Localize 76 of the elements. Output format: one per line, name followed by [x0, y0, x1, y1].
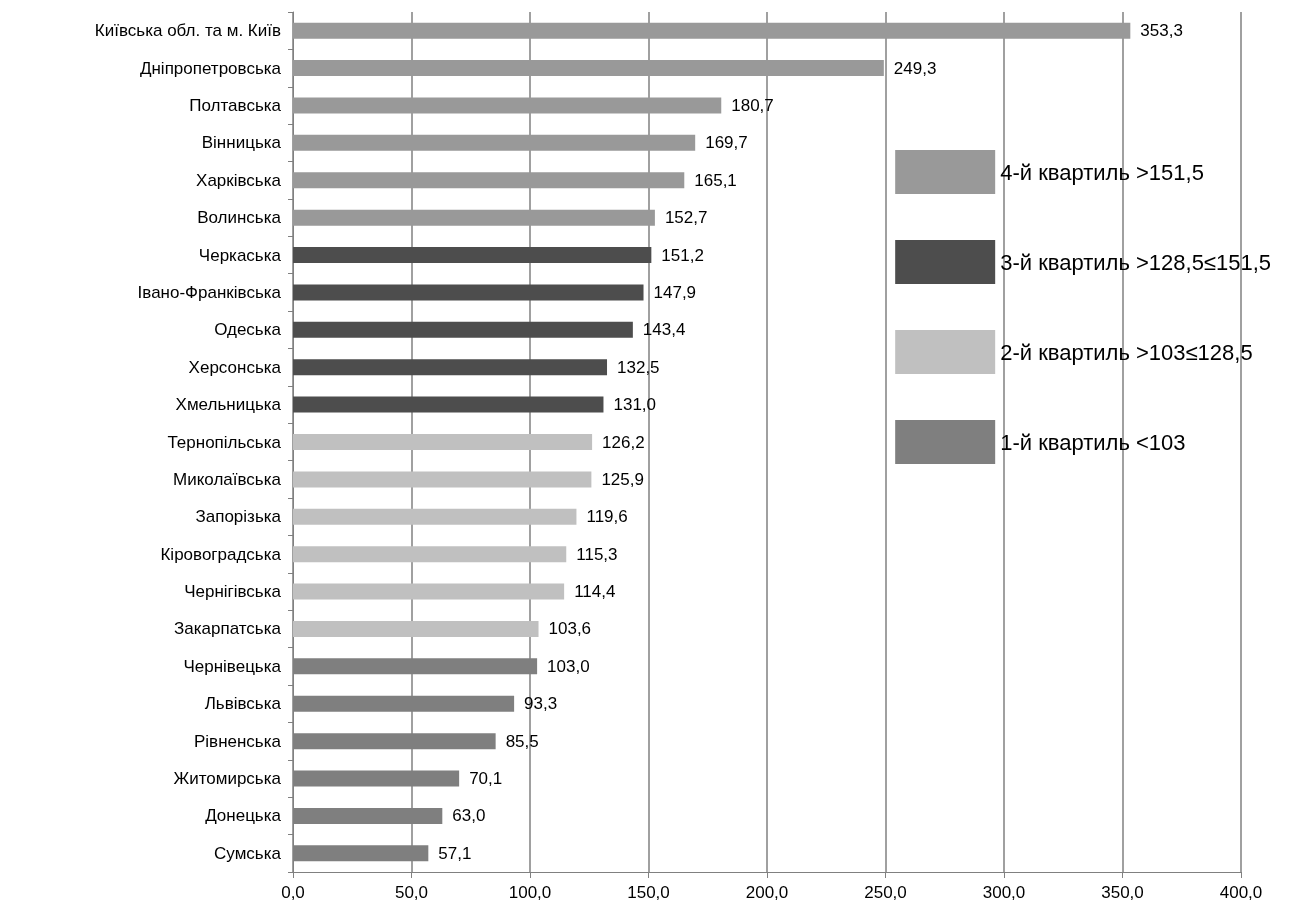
- y-tick-label: Київська обл. та м. Київ: [94, 21, 281, 41]
- bar: [293, 134, 696, 151]
- data-label: 152,7: [664, 208, 708, 228]
- y-tick-label: Харківська: [196, 170, 282, 190]
- data-label: 169,7: [705, 133, 748, 153]
- y-tick-label: Донецька: [205, 806, 282, 826]
- bar: [293, 583, 565, 600]
- y-tick-label: Одеська: [214, 320, 282, 340]
- y-tick-label: Кіровоградська: [160, 544, 282, 564]
- bar: [293, 321, 633, 338]
- bar: [293, 172, 685, 189]
- legend-label: 1-й квартиль <103: [1000, 429, 1186, 455]
- y-tick-label: Черкаська: [198, 245, 282, 265]
- data-label: 353,3: [1140, 21, 1183, 41]
- y-tick-label: Житомирська: [173, 769, 282, 789]
- y-tick-label: Львівська: [204, 694, 282, 714]
- data-label: 114,4: [574, 582, 616, 602]
- y-tick-label: Вінницька: [201, 133, 282, 153]
- bar: [293, 247, 652, 264]
- bar: [293, 22, 1131, 39]
- y-tick-label: Хмельницька: [175, 395, 282, 415]
- bar: [293, 60, 884, 77]
- x-tick-label: 50,0: [394, 883, 429, 902]
- x-tick-label: 200,0: [745, 883, 789, 902]
- data-label: 126,2: [602, 432, 645, 452]
- legend-label: 2-й квартиль >103≤128,5: [1000, 339, 1253, 365]
- x-tick-label: 0,0: [281, 883, 305, 902]
- bar: [293, 434, 593, 450]
- data-label: 85,5: [505, 731, 539, 751]
- data-label: 63,0: [452, 806, 486, 826]
- data-label: 93,3: [524, 694, 558, 714]
- y-tick-label: Запорізька: [195, 507, 282, 527]
- x-tick-label: 350,0: [1101, 883, 1144, 902]
- bar: [293, 620, 539, 637]
- data-label: 103,0: [547, 656, 590, 676]
- x-tick-label: 400,0: [1219, 883, 1263, 902]
- data-label: 249,3: [893, 58, 937, 78]
- y-tick-label: Миколаївська: [173, 469, 282, 489]
- bar: [293, 284, 644, 301]
- bar: [293, 508, 577, 525]
- data-label: 132,5: [617, 357, 660, 377]
- y-tick-label: Волинська: [197, 208, 282, 228]
- y-tick-label: Дніпропетровська: [139, 58, 282, 78]
- legend-label: 3-й квартиль >128,5≤151,5: [1000, 249, 1272, 275]
- data-label: 143,4: [642, 320, 686, 340]
- bar: [293, 209, 655, 226]
- y-tick-label: Полтавська: [189, 95, 282, 115]
- data-label: 119,6: [586, 507, 628, 527]
- y-tick-label: Чернігівська: [184, 582, 282, 602]
- data-label: 57,1: [438, 843, 472, 863]
- data-label: 103,6: [548, 619, 592, 639]
- bar: [293, 546, 567, 563]
- data-label: 147,9: [653, 282, 697, 302]
- data-label: 180,7: [731, 95, 774, 115]
- data-label: 165,1: [694, 170, 737, 190]
- y-tick-label: Закарпатська: [174, 619, 282, 639]
- y-tick-label: Івано-Франківська: [137, 282, 282, 302]
- data-label: 70,1: [469, 769, 503, 789]
- y-tick-label: Чернівецька: [183, 656, 282, 676]
- x-tick-label: 150,0: [627, 883, 670, 902]
- legend-label: 4-й квартиль >151,5: [1000, 159, 1204, 185]
- x-tick-label: 250,0: [864, 883, 907, 902]
- data-label: 131,0: [613, 395, 657, 415]
- data-label: 125,9: [601, 469, 644, 489]
- x-tick-label: 100,0: [508, 883, 552, 902]
- bar: [293, 471, 592, 488]
- data-label: 115,3: [576, 544, 618, 564]
- bar: [293, 359, 608, 376]
- bar: [293, 396, 604, 413]
- bar: [293, 97, 722, 114]
- y-tick-label: Сумська: [214, 843, 282, 863]
- y-tick-label: Херсонська: [188, 357, 282, 377]
- data-label: 151,2: [661, 245, 704, 265]
- y-tick-label: Рівненська: [193, 731, 282, 751]
- y-tick-label: Тернопільська: [167, 432, 282, 452]
- x-tick-label: 300,0: [982, 883, 1026, 902]
